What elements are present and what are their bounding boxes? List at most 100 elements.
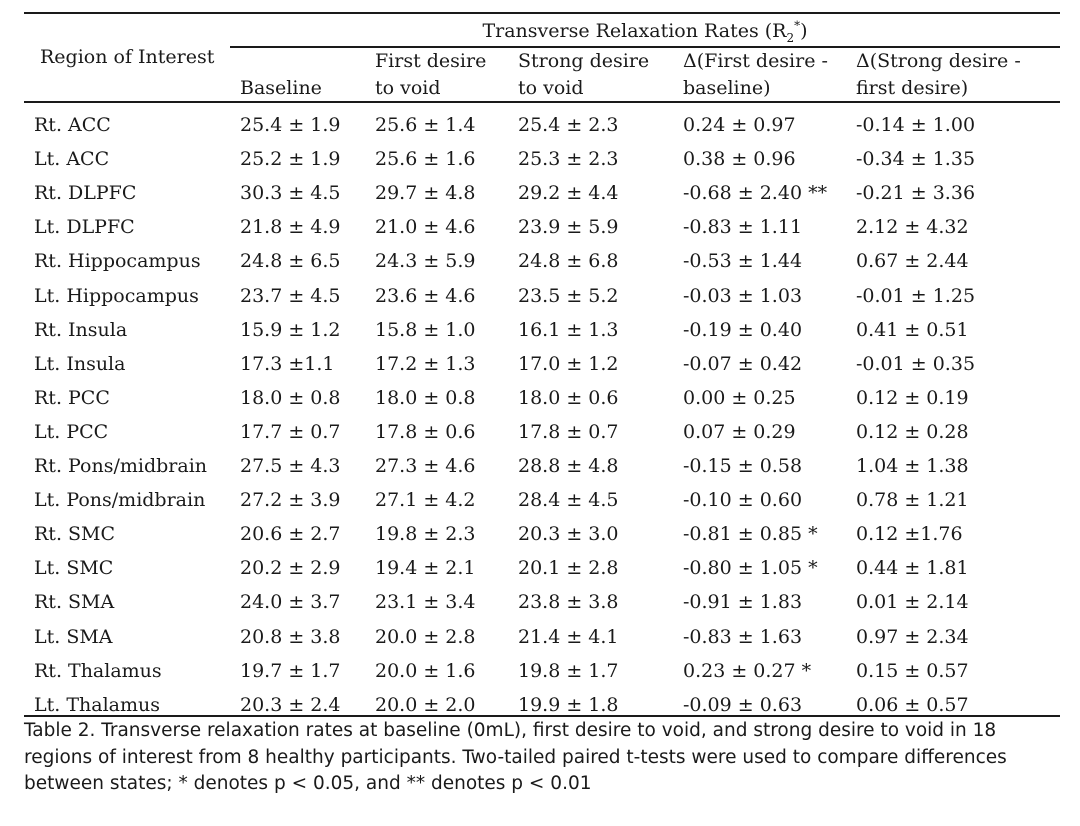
row-label: Rt. SMA [34,591,115,614]
table-cell: 19.4 ± 2.1 [375,557,476,580]
row-label: Lt. SMA [34,625,113,648]
table-cell: 25.2 ± 1.9 [240,148,341,171]
table-cell: 19.7 ± 1.7 [240,659,341,682]
column-header-1-line-2: Baseline [240,77,322,99]
table-cell: 20.3 ± 2.4 [240,693,341,716]
table-cell: 24.8 ± 6.8 [518,250,619,273]
table-cell: 0.67 ± 2.44 [856,250,969,273]
table-cell: 0.23 ± 0.27 * [683,659,812,682]
table-cell: -0.81 ± 0.85 * [683,523,818,546]
row-label: Rt. ACC [34,114,111,136]
table-cell: -0.14 ± 1.00 [856,114,976,136]
table-cell: 25.4 ± 2.3 [518,114,619,136]
table-cell: 23.7 ± 4.5 [240,284,341,307]
table-cell: 24.3 ± 5.9 [375,250,476,273]
table-cell: 17.0 ± 1.2 [518,352,619,375]
row-label: Lt. SMC [34,557,114,580]
column-header-4-line-2: baseline) [683,77,771,99]
column-header-5-line-2: first desire) [856,77,969,99]
table-cell: -0.80 ± 1.05 * [683,557,818,580]
row-label: Lt. Hippocampus [34,284,199,307]
table-cell: 19.8 ± 1.7 [518,659,619,682]
table-cell: 30.3 ± 4.5 [240,182,341,205]
table-cell: -0.03 ± 1.03 [683,284,803,307]
table-cell: -0.15 ± 0.58 [683,455,803,477]
column-header-4-line-1: Δ(First desire - [683,50,828,72]
table-cell: 2.12 ± 4.32 [856,216,969,239]
table-cell: 0.24 ± 0.97 [683,114,796,136]
table-cell: -0.34 ± 1.35 [856,148,976,171]
table-cell: 0.01 ± 2.14 [856,591,969,614]
table-cell: 0.12 ± 0.28 [856,420,969,443]
table-cell: 20.2 ± 2.9 [240,557,341,580]
row-label: Rt. Insula [34,318,128,341]
table-cell: 20.0 ± 2.8 [375,625,476,648]
table-cell: 17.7 ± 0.7 [240,420,341,443]
spanner-superscript: * [794,18,801,33]
table-cell: 23.5 ± 5.2 [518,284,619,307]
table-cell: 17.3 ±1.1 [240,352,335,375]
table-cell: 25.6 ± 1.6 [375,148,476,171]
table-cell: 20.6 ± 2.7 [240,523,341,546]
table-cell: 23.1 ± 3.4 [375,591,476,614]
table-cell: 0.38 ± 0.96 [683,148,796,171]
column-header-3-line-2: to void [518,77,584,99]
row-label: Lt. ACC [34,148,110,171]
table-cell: 25.4 ± 1.9 [240,114,341,136]
column-header-2-line-2: to void [375,77,441,99]
table-cell: 17.2 ± 1.3 [375,352,476,375]
row-label: Rt. Thalamus [34,659,162,682]
table-cell: 0.41 ± 0.51 [856,318,969,341]
table-cell: 21.8 ± 4.9 [240,216,341,239]
table-cell: -0.10 ± 0.60 [683,489,803,512]
table-cell: 20.3 ± 3.0 [518,523,619,546]
table-cell: 16.1 ± 1.3 [518,318,619,341]
table-cell: 28.4 ± 4.5 [518,489,619,512]
table-cell: 27.1 ± 4.2 [375,489,476,512]
table-cell: 0.06 ± 0.57 [856,693,969,716]
table-cell: -0.01 ± 0.35 [856,352,976,375]
table-cell: -0.83 ± 1.63 [683,625,803,648]
table-cell: 27.2 ± 3.9 [240,489,341,512]
table-cell: 17.8 ± 0.7 [518,420,619,443]
table-cell: 29.2 ± 4.4 [518,182,619,205]
table-cell: 18.0 ± 0.6 [518,386,619,409]
table-cell: 17.8 ± 0.6 [375,420,476,443]
table-cell: 24.0 ± 3.7 [240,591,341,614]
table-cell: 20.8 ± 3.8 [240,625,341,648]
table-cell: 23.6 ± 4.6 [375,284,476,307]
table-bottom-rule [24,715,1060,717]
table-cell: 15.9 ± 1.2 [240,318,341,341]
table-cell: 20.0 ± 1.6 [375,659,476,682]
row-label: Rt. Hippocampus [34,250,201,273]
table-spanner-header: Transverse Relaxation Rates (R2*) [230,18,1060,44]
spanner-rule [230,46,1060,48]
table-cell: 0.44 ± 1.81 [856,557,969,580]
table-cell: 28.8 ± 4.8 [518,455,619,477]
table-caption: Table 2. Transverse relaxation rates at … [24,720,1007,794]
row-label: Lt. DLPFC [34,216,135,239]
table-cell: -0.21 ± 3.36 [856,182,976,205]
table-cell: 0.12 ± 0.19 [856,386,969,409]
top-rule [24,12,1060,14]
column-header-5-line-1: Δ(Strong desire - [856,50,1021,72]
table-cell: 20.0 ± 2.0 [375,693,476,716]
table-cell: 29.7 ± 4.8 [375,182,476,205]
spanner-suffix: ) [800,20,808,42]
table-cell: 0.78 ± 1.21 [856,489,969,512]
table-cell: 1.04 ± 1.38 [856,455,969,477]
header-bottom-rule [24,101,1060,103]
table-cell: 0.07 ± 0.29 [683,420,796,443]
table-cell: 20.1 ± 2.8 [518,557,619,580]
table-cell: 15.8 ± 1.0 [375,318,476,341]
row-label: Rt. DLPFC [34,182,137,205]
table-cell: -0.53 ± 1.44 [683,250,803,273]
row-label: Rt. PCC [34,386,110,409]
table-cell: 23.9 ± 5.9 [518,216,619,239]
table-cell: 19.8 ± 2.3 [375,523,476,546]
table-cell: 25.6 ± 1.4 [375,114,476,136]
table-cell: 18.0 ± 0.8 [375,386,476,409]
row-label: Lt. PCC [34,420,109,443]
table-cell: -0.68 ± 2.40 ** [683,182,828,205]
table-cell: -0.83 ± 1.11 [683,216,803,239]
